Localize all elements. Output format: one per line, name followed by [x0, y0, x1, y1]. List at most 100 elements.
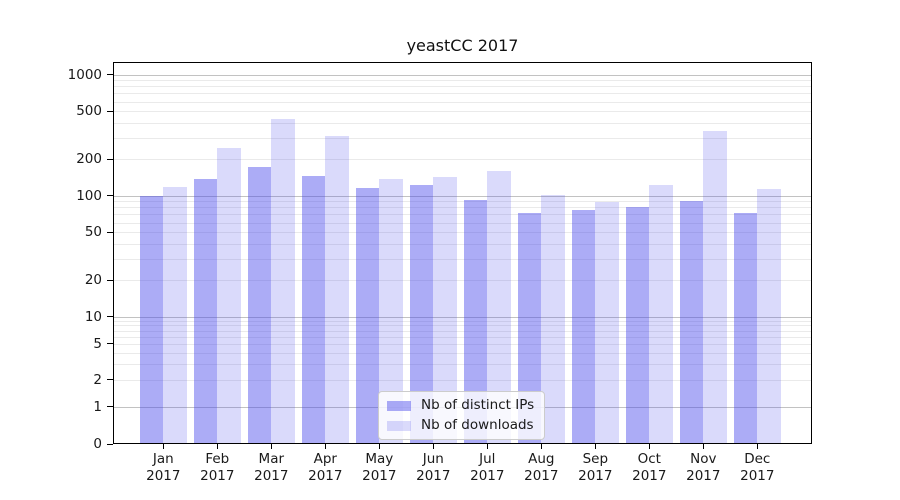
minor-gridline: [113, 325, 812, 327]
x-tick-mark: [486, 444, 488, 449]
major-gridline: [113, 316, 812, 318]
x-tick-label: Aug 2017: [524, 451, 559, 484]
bar-nb-of-downloads-aug: [541, 195, 565, 444]
y-tick-label: 2: [93, 371, 102, 388]
bar-nb-of-distinct-ips-sep: [571, 210, 596, 444]
x-tick-mark: [270, 444, 272, 449]
bar-nb-of-downloads-may: [379, 178, 403, 444]
minor-gridline: [113, 232, 812, 234]
major-gridline: [113, 74, 812, 76]
x-tick-label: Apr 2017: [308, 451, 343, 484]
minor-gridline: [113, 80, 812, 82]
minor-gridline: [113, 379, 812, 381]
minor-gridline: [113, 86, 812, 88]
x-tick-mark: [540, 444, 542, 449]
minor-gridline: [113, 363, 812, 365]
minor-gridline: [113, 336, 812, 338]
x-tick-mark: [378, 444, 380, 449]
y-tick-label: 10: [84, 308, 102, 325]
y-tick-mark: [107, 195, 113, 197]
legend-swatch-distinct-ips: [387, 400, 411, 411]
bar-nb-of-downloads-jun: [433, 176, 457, 444]
y-tick-mark: [107, 231, 113, 233]
legend-item-downloads: Nb of downloads: [387, 417, 534, 434]
x-tick-mark: [432, 444, 434, 449]
bar-nb-of-downloads-apr: [325, 136, 349, 444]
x-tick-label: Jan 2017: [146, 451, 181, 484]
plot-area: [113, 62, 812, 444]
bar-nb-of-downloads-oct: [649, 184, 673, 444]
x-tick-label: Dec 2017: [740, 451, 775, 484]
minor-gridline: [113, 243, 812, 245]
x-tick-mark: [162, 444, 164, 449]
y-tick-mark: [107, 74, 113, 76]
bar-nb-of-distinct-ips-jul: [463, 199, 488, 444]
x-tick-label: Feb 2017: [200, 451, 235, 484]
y-tick-mark: [107, 279, 113, 281]
bar-nb-of-downloads-jul: [487, 171, 511, 444]
y-tick-mark: [107, 316, 113, 318]
legend: Nb of distinct IPs Nb of downloads: [378, 391, 546, 440]
y-tick-label: 200: [76, 151, 102, 168]
bar-nb-of-distinct-ips-jan: [139, 195, 164, 444]
minor-gridline: [113, 280, 812, 282]
x-tick-mark: [702, 444, 704, 449]
minor-gridline: [113, 320, 812, 322]
y-tick-mark: [107, 110, 113, 112]
bar-nb-of-downloads-nov: [703, 130, 727, 444]
bar-nb-of-distinct-ips-nov: [679, 201, 704, 444]
bar-nb-of-distinct-ips-mar: [247, 166, 272, 444]
x-tick-label: Jul 2017: [470, 451, 505, 484]
minor-gridline: [113, 214, 812, 216]
minor-gridline: [113, 137, 812, 139]
x-tick-label: Jun 2017: [416, 451, 451, 484]
legend-swatch-downloads: [387, 420, 411, 431]
bar-nb-of-distinct-ips-may: [355, 187, 380, 444]
minor-gridline: [113, 222, 812, 224]
bar-nb-of-distinct-ips-dec: [733, 212, 758, 444]
y-tick-mark: [107, 343, 113, 345]
bar-nb-of-downloads-sep: [595, 202, 619, 444]
y-tick-mark: [107, 379, 113, 381]
bar-nb-of-distinct-ips-feb: [193, 178, 218, 444]
bar-nb-of-downloads-dec: [757, 189, 781, 444]
x-tick-label: Sep 2017: [578, 451, 613, 484]
bar-nb-of-distinct-ips-jun: [409, 184, 434, 444]
y-tick-label: 100: [76, 187, 102, 204]
y-tick-mark: [107, 406, 113, 408]
x-tick-label: Mar 2017: [254, 451, 289, 484]
y-tick-label: 50: [84, 224, 102, 241]
y-tick-mark: [107, 158, 113, 160]
x-tick-label: May 2017: [362, 451, 397, 484]
bar-nb-of-downloads-mar: [271, 119, 295, 444]
legend-item-distinct-ips: Nb of distinct IPs: [387, 397, 534, 414]
x-tick-mark: [756, 444, 758, 449]
x-tick-mark: [594, 444, 596, 449]
minor-gridline: [113, 258, 812, 260]
minor-gridline: [113, 159, 812, 161]
x-tick-label: Nov 2017: [686, 451, 721, 484]
minor-gridline: [113, 207, 812, 209]
minor-gridline: [113, 343, 812, 345]
y-tick-label: 1: [93, 398, 102, 415]
x-tick-label: Oct 2017: [632, 451, 667, 484]
y-tick-mark: [107, 443, 113, 445]
x-tick-mark: [324, 444, 326, 449]
y-tick-label: 0: [93, 436, 102, 452]
minor-gridline: [113, 201, 812, 203]
y-tick-label: 20: [84, 272, 102, 289]
bar-nb-of-downloads-feb: [217, 148, 241, 444]
minor-gridline: [113, 111, 812, 113]
y-tick-label: 1000: [67, 66, 102, 83]
minor-gridline: [113, 330, 812, 332]
minor-gridline: [113, 101, 812, 103]
major-gridline: [113, 195, 812, 197]
minor-gridline: [113, 93, 812, 95]
bar-nb-of-distinct-ips-aug: [517, 212, 542, 444]
bar-nb-of-distinct-ips-oct: [625, 206, 650, 444]
legend-label-downloads: Nb of downloads: [421, 417, 534, 433]
bar-nb-of-distinct-ips-apr: [301, 175, 326, 444]
y-tick-label: 5: [93, 335, 102, 352]
bar-nb-of-downloads-jan: [163, 187, 187, 444]
